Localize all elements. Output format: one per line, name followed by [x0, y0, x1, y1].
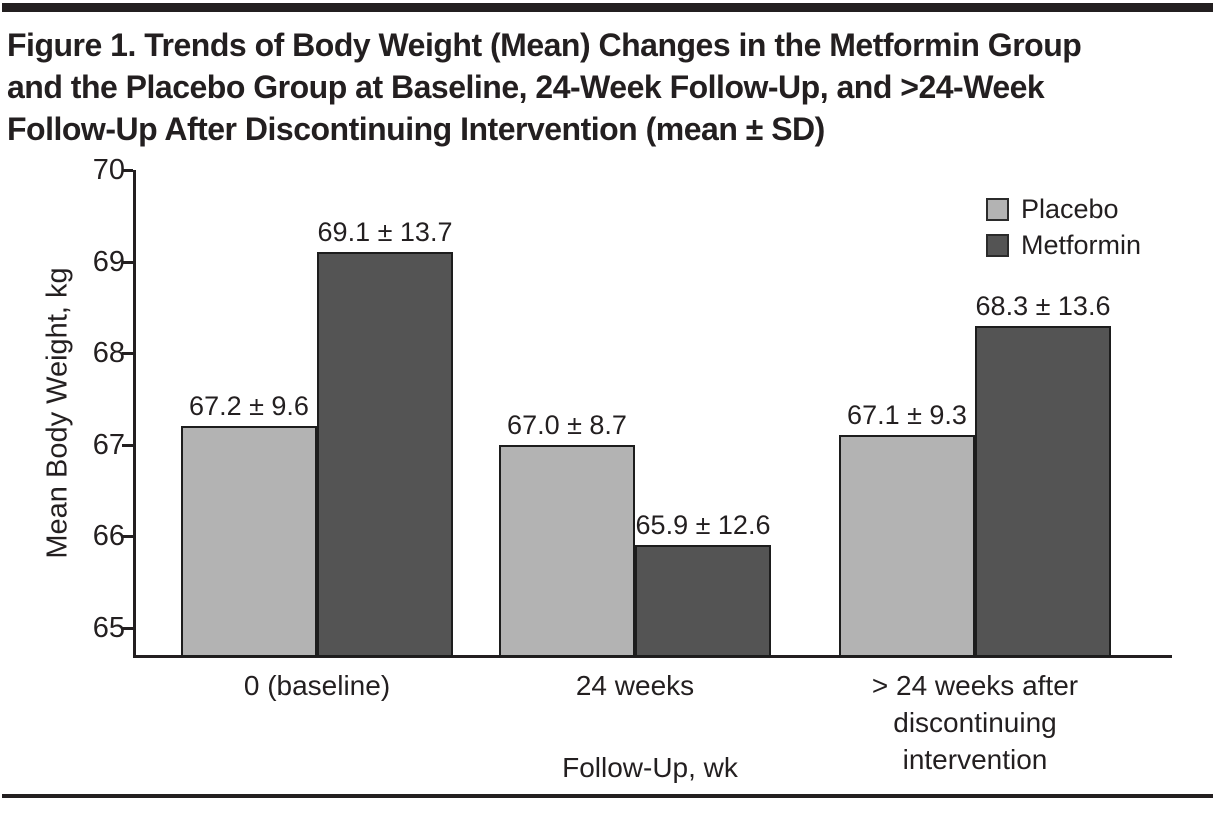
legend-swatch-placebo [986, 198, 1009, 221]
legend-swatch-metformin [986, 234, 1009, 257]
y-tick-label-65: 65 [92, 611, 125, 644]
legend-item-metformin: Metformin [986, 231, 1141, 260]
x-category-label-1: 0 (baseline) [243, 670, 391, 701]
legend-label-metformin: Metformin [1021, 230, 1142, 260]
figure-title-line-1: Figure 1. Trends of Body Weight (Mean) C… [7, 27, 1082, 63]
bar-placebo-group-3 [839, 435, 975, 657]
y-tick-label-70: 70 [92, 154, 125, 186]
bar-metformin-group-3 [975, 325, 1111, 657]
bottom-rule [2, 794, 1213, 798]
bar-value-label-placebo-group-3: 67.1 ± 9.3 [847, 400, 967, 431]
bar-metformin-group-1 [317, 252, 453, 657]
bar-value-label-placebo-group-2: 67.0 ± 8.7 [507, 409, 627, 440]
y-tick-mark-68 [122, 352, 133, 356]
y-tick-mark-66 [122, 535, 133, 539]
legend: Placebo Metformin [986, 195, 1141, 267]
legend-item-placebo: Placebo [986, 195, 1141, 224]
figure-title-line-2: and the Placebo Group at Baseline, 24-We… [7, 69, 1045, 105]
bar-metformin-group-2 [635, 545, 771, 657]
figure-title: Figure 1. Trends of Body Weight (Mean) C… [7, 24, 1212, 150]
bar-value-label-metformin-group-3: 68.3 ± 13.6 [975, 290, 1111, 321]
x-category-label-2: 24 weeks [575, 670, 695, 701]
y-tick-label-67: 67 [92, 428, 125, 461]
legend-label-placebo: Placebo [1021, 194, 1119, 224]
top-rule [2, 3, 1213, 12]
bar-value-label-metformin-group-2: 65.9 ± 12.6 [635, 510, 771, 541]
bar-placebo-group-2 [499, 444, 635, 657]
y-tick-label-66: 66 [92, 520, 125, 553]
y-tick-label-69: 69 [92, 245, 125, 278]
y-tick-mark-67 [122, 443, 133, 447]
figure-title-line-3: Follow-Up After Discontinuing Interventi… [7, 111, 825, 147]
bar-value-label-metformin-group-1: 69.1 ± 13.7 [317, 217, 453, 248]
y-tick-mark-65 [122, 626, 133, 630]
y-axis-title: Mean Body Weight, kg [41, 267, 74, 559]
bar-value-label-placebo-group-1: 67.2 ± 9.6 [189, 391, 309, 422]
x-category-label-3: > 24 weeks after discontinuing intervent… [871, 670, 1079, 775]
y-tick-mark-70 [122, 169, 133, 172]
y-axis-line [133, 170, 136, 658]
y-tick-label-68: 68 [92, 337, 125, 370]
bar-placebo-group-1 [181, 426, 317, 657]
y-tick-mark-69 [122, 260, 133, 264]
x-axis-title: Follow-Up, wk [562, 752, 738, 783]
